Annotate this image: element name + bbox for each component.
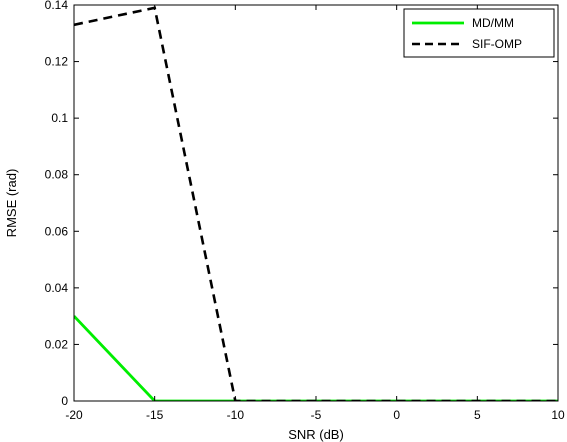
x-tick-label: -15 [146,408,164,422]
legend: MD/MM SIF-OMP [403,8,555,58]
y-tick-label: 0.12 [45,55,69,69]
legend-entry: MD/MM [472,16,514,30]
x-tick-label: -20 [65,408,83,422]
plot-area [74,5,558,401]
y-tick-label: 0.1 [51,111,68,125]
y-tick-label: 0 [61,394,68,408]
y-tick-label: 0.02 [45,337,69,351]
plot-background [74,5,558,401]
x-tick-label: -5 [311,408,322,422]
y-tick-label: 0.08 [45,168,69,182]
legend-box [403,8,555,58]
y-axis-label: RMSE (rad) [4,169,19,238]
x-tick-label: 0 [393,408,400,422]
x-tick-label: -10 [227,408,245,422]
x-axis-label: SNR (dB) [288,427,344,442]
y-tick-label: 0.04 [45,281,69,295]
y-tick-label: 0.06 [45,224,69,238]
y-tick-label: 0.14 [45,0,69,12]
axes: -20 -15 -10 -5 0 5 10 0 0.02 0.04 0.06 0.08 0.1 0.12 0… [45,0,565,422]
x-tick-label: 5 [474,408,481,422]
x-tick-label: 10 [551,408,565,422]
legend-entry: SIF-OMP [472,37,522,51]
